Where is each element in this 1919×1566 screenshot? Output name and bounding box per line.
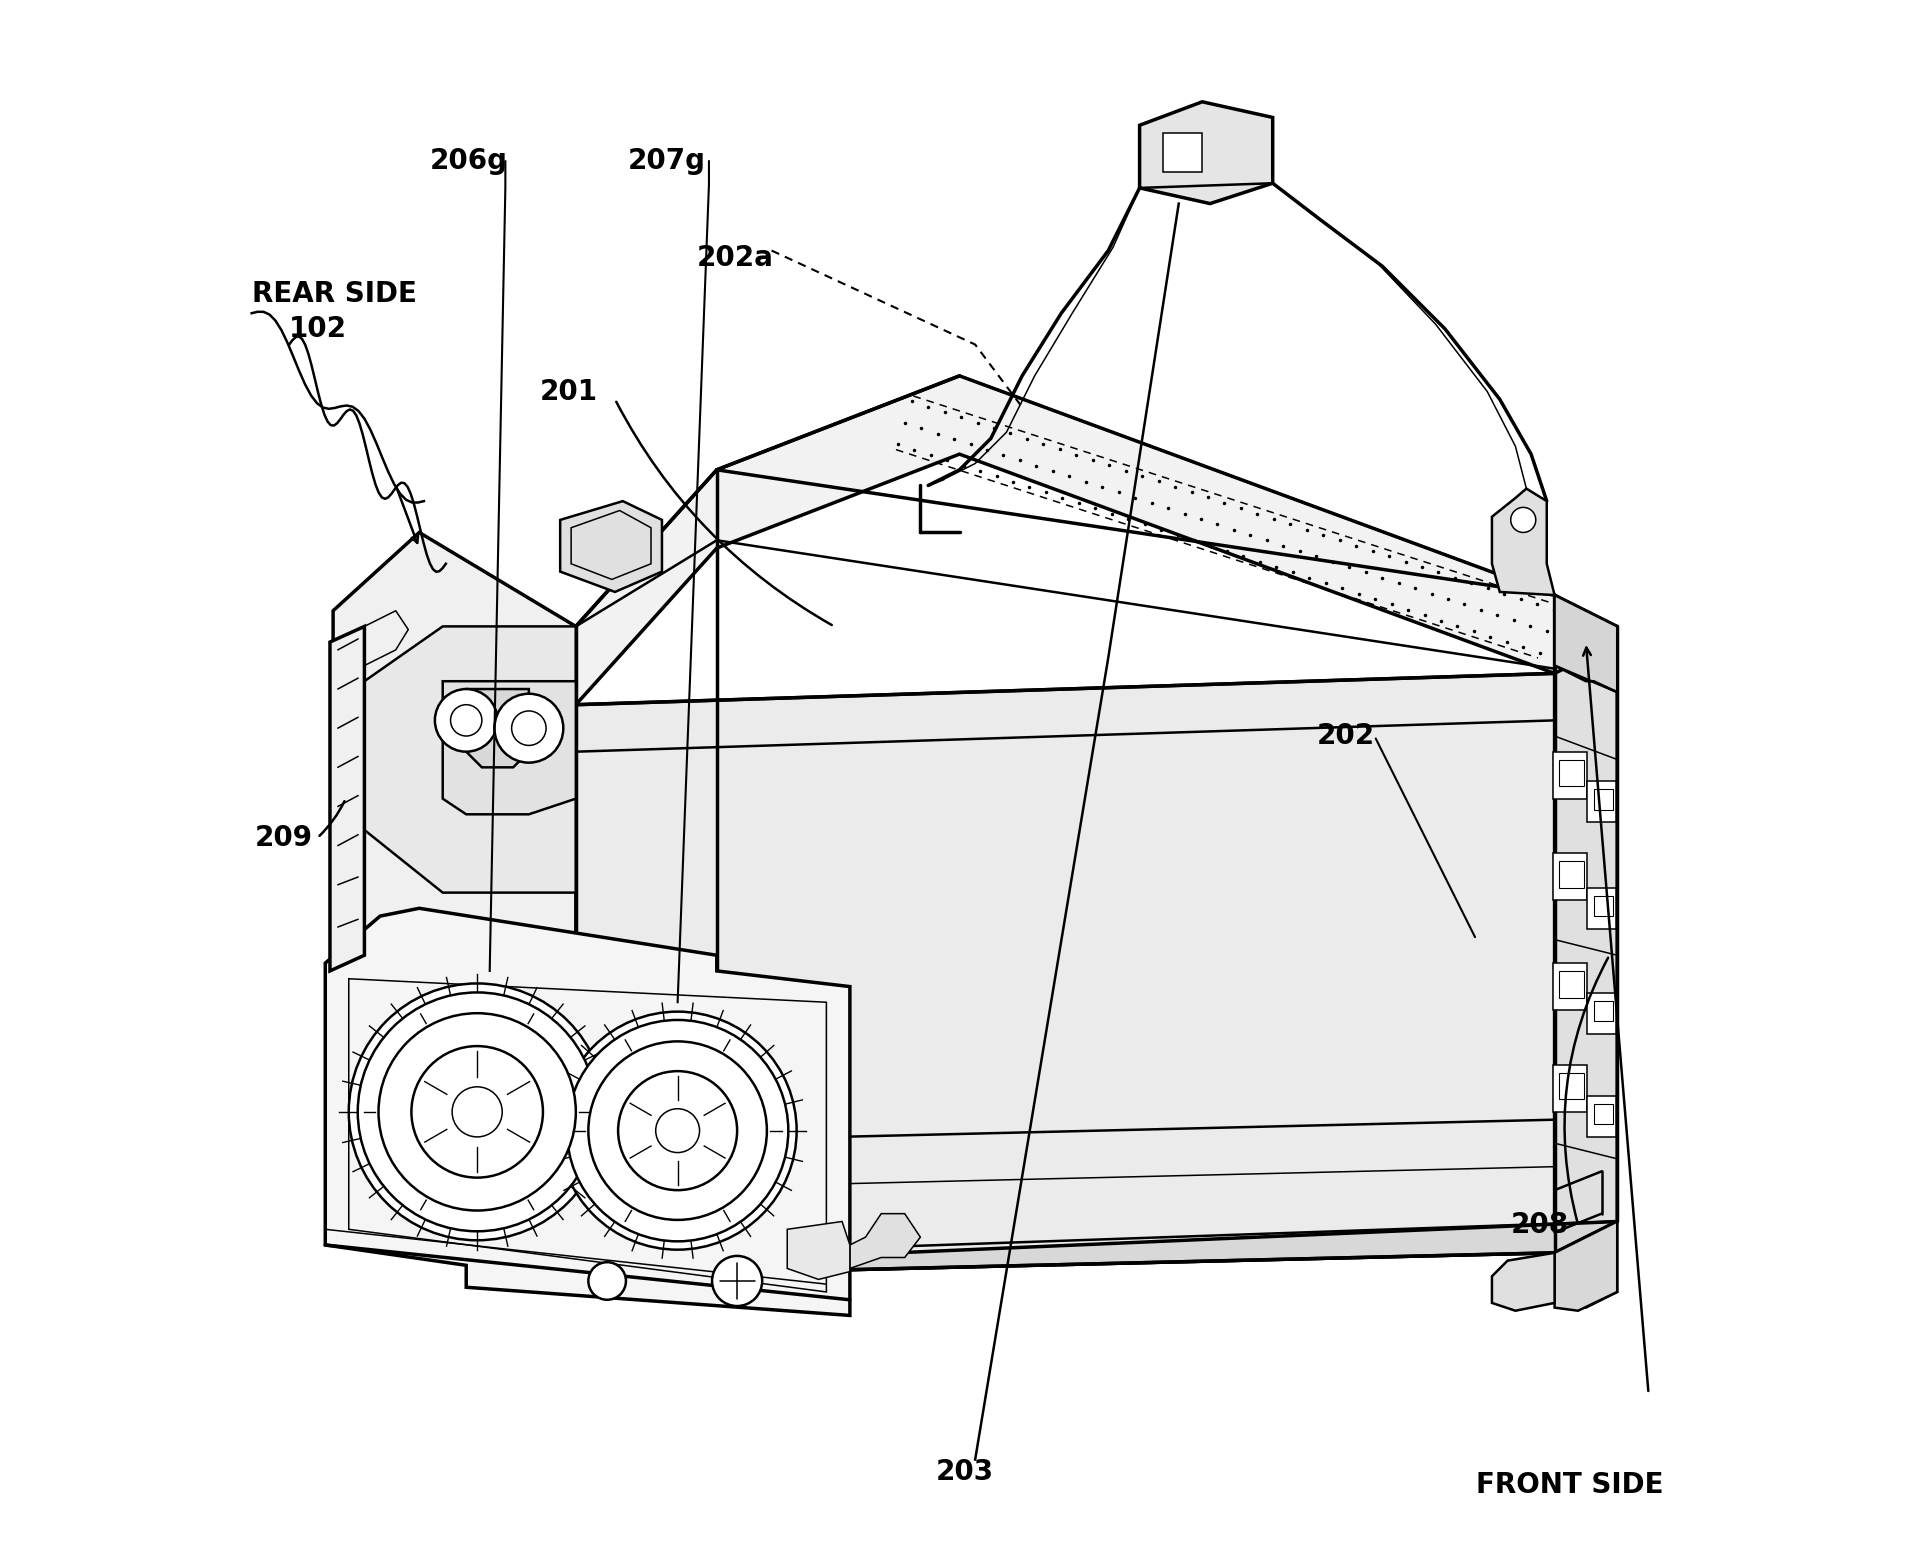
Text: 208: 208 [1510,1211,1570,1239]
Polygon shape [1552,752,1587,799]
Polygon shape [787,1221,850,1279]
Polygon shape [334,532,576,1276]
Text: 201: 201 [539,377,599,406]
Text: 203: 203 [936,1458,994,1486]
Polygon shape [324,908,850,1315]
Text: 202a: 202a [697,244,773,272]
Polygon shape [1491,1253,1554,1311]
Polygon shape [1587,888,1616,929]
Polygon shape [330,626,365,971]
Polygon shape [443,681,576,814]
Circle shape [436,689,497,752]
Circle shape [349,983,606,1240]
Circle shape [656,1109,700,1153]
Polygon shape [1163,133,1201,172]
Text: 207g: 207g [628,147,706,175]
Text: 102: 102 [290,315,347,343]
Circle shape [378,1013,576,1211]
Circle shape [566,1019,789,1242]
Polygon shape [365,626,576,893]
Circle shape [357,993,597,1231]
Polygon shape [1552,963,1587,1010]
Circle shape [495,694,564,763]
Polygon shape [560,501,662,592]
Polygon shape [1554,642,1618,1253]
Polygon shape [1587,993,1616,1034]
Polygon shape [576,1221,1618,1276]
Polygon shape [1587,781,1616,822]
Polygon shape [576,673,1554,1276]
Text: FRONT SIDE: FRONT SIDE [1476,1470,1664,1499]
Polygon shape [1587,1096,1616,1137]
Polygon shape [1552,1065,1587,1112]
Circle shape [589,1262,626,1300]
Circle shape [589,1041,768,1220]
Polygon shape [1140,102,1272,204]
Polygon shape [1491,489,1554,595]
Circle shape [618,1071,737,1190]
Polygon shape [850,1214,921,1268]
Text: REAR SIDE: REAR SIDE [251,280,416,309]
Circle shape [712,1256,762,1306]
Polygon shape [1554,1221,1618,1311]
Text: 206g: 206g [430,147,509,175]
Text: 209: 209 [255,824,313,852]
Circle shape [558,1012,796,1250]
Polygon shape [1554,595,1618,692]
Polygon shape [576,376,1554,705]
Polygon shape [1552,853,1587,900]
Text: 202: 202 [1316,722,1374,750]
Circle shape [453,1087,503,1137]
Circle shape [1510,507,1535,532]
Circle shape [411,1046,543,1178]
Polygon shape [466,689,530,767]
Polygon shape [1554,1221,1618,1308]
